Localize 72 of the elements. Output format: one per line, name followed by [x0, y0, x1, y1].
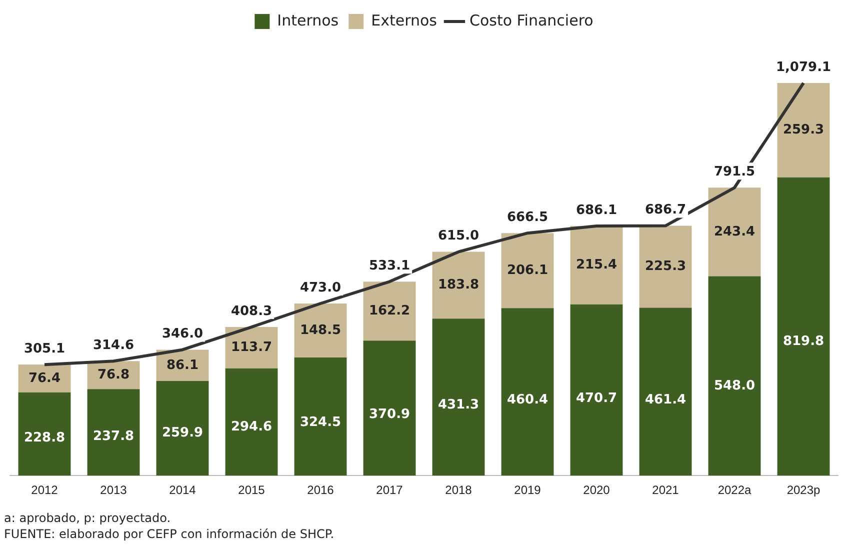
data-label: 791.5: [714, 164, 756, 180]
legend-label: Costo Financiero: [469, 11, 594, 30]
data-label: 470.7: [576, 390, 618, 406]
data-label: 1,079.1: [776, 60, 832, 75]
data-label: 183.8: [438, 278, 480, 293]
bar: [18, 392, 71, 476]
data-label: 228.8: [24, 430, 66, 446]
data-label: 686.7: [644, 202, 686, 218]
data-label: 259.9: [162, 425, 204, 440]
bar: [294, 358, 347, 476]
bar: [87, 389, 140, 476]
data-label: 370.9: [368, 407, 410, 422]
x-tick-label: 2022a: [718, 483, 752, 498]
data-label: 162.2: [368, 304, 410, 319]
data-label: 113.7: [230, 340, 272, 356]
bar: [708, 276, 761, 476]
data-label: 259.3: [782, 122, 824, 138]
data-label: 86.1: [166, 358, 199, 373]
data-label: 460.4: [506, 392, 548, 408]
x-tick-label: 2016: [307, 483, 334, 498]
data-label: 431.3: [438, 397, 480, 412]
data-label: 148.5: [300, 322, 342, 338]
bar: [708, 188, 761, 276]
bar: [570, 304, 623, 476]
x-tick-label: 2017: [376, 483, 404, 498]
data-label: 206.1: [506, 262, 548, 278]
data-label: 237.8: [92, 429, 134, 444]
bar: [225, 368, 278, 476]
data-label: 346.0: [162, 326, 204, 342]
x-tick-label: 2015: [238, 483, 266, 498]
data-label: 615.0: [438, 228, 480, 244]
x-tick-label: 2020: [583, 483, 610, 498]
x-tick-label: 2013: [100, 483, 128, 498]
data-label: 215.4: [576, 258, 618, 273]
data-label: 666.5: [506, 210, 548, 225]
bar: [363, 340, 416, 476]
bar: [432, 318, 485, 476]
legend-label: Externos: [371, 11, 438, 30]
data-label: 314.6: [92, 338, 134, 354]
bar: [432, 252, 485, 319]
x-tick-label: 2021: [652, 483, 680, 498]
data-label: 461.4: [644, 392, 686, 408]
data-label: 225.3: [644, 259, 686, 274]
x-tick-label: 2023p: [786, 483, 821, 498]
source-note: FUENTE: elaborado por CEFP con información de SHCP.: [4, 526, 336, 542]
legend-label: Internos: [277, 11, 339, 30]
data-label: 533.1: [368, 258, 410, 274]
data-label: 305.1: [24, 341, 66, 356]
bar: [777, 82, 830, 178]
data-label: 819.8: [782, 334, 824, 349]
bar: [570, 226, 623, 304]
data-label: 294.6: [230, 420, 272, 435]
data-label: 548.0: [714, 378, 756, 394]
text: a: aprobado, p: proyectado.: [4, 510, 172, 526]
bar: [777, 177, 830, 476]
bar: [156, 381, 209, 476]
data-label: 473.0: [300, 280, 342, 296]
data-label: 408.3: [230, 304, 272, 319]
data-label: 76.4: [28, 370, 61, 386]
x-tick-label: 2018: [445, 483, 472, 498]
x-tick-label: 2012: [31, 483, 58, 498]
data-label: 243.4: [714, 224, 756, 240]
bar: [639, 226, 692, 308]
data-label: 686.1: [576, 202, 618, 218]
data-label: 76.8: [97, 367, 130, 382]
bar: [639, 308, 692, 476]
x-tick-label: 2019: [514, 483, 542, 498]
x-tick-label: 2014: [169, 483, 196, 498]
bar: [501, 308, 554, 476]
bar: [501, 233, 554, 308]
data-label: 324.5: [300, 414, 342, 430]
bar: [363, 282, 416, 341]
